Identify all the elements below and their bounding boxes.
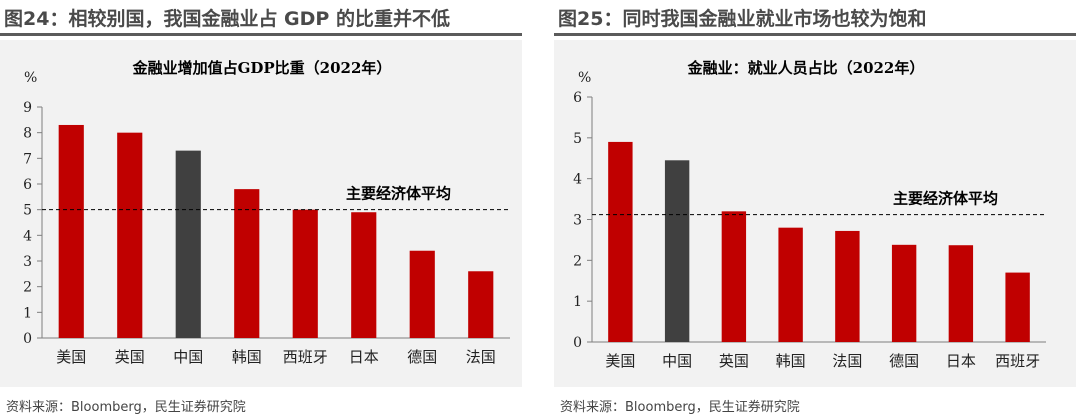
figure-title: 图24：相较别国，我国金融业占 GDP 的比重并不低 (4, 8, 450, 30)
x-category-label: 德国 (407, 348, 437, 366)
y-tick-label: 8 (23, 126, 32, 142)
figure-panel-right: 图25：同时我国金融业就业市场也较为饱和 金融业：就业人员占比（2022年）% 0… (554, 0, 1080, 419)
bar-4 (292, 209, 318, 338)
y-tick-label: 1 (573, 294, 582, 310)
x-category-label: 日本 (349, 348, 379, 366)
bar-0 (608, 141, 633, 342)
chart-title: 金融业：就业人员占比（2022年） (687, 59, 925, 77)
title-rule (0, 33, 522, 36)
bar-6 (409, 250, 435, 338)
source-note: 资料来源：Bloomberg，民生证券研究院 (6, 400, 246, 415)
y-tick-label: 5 (23, 203, 32, 219)
y-tick-label: 2 (573, 253, 582, 269)
chart-background (554, 40, 1076, 387)
y-tick-label: 1 (23, 305, 32, 321)
title-rule (554, 33, 1076, 36)
y-tick-label: 6 (23, 177, 32, 193)
x-category-label: 中国 (173, 348, 203, 366)
x-category-label: 法国 (832, 352, 862, 370)
bar-5 (891, 244, 917, 342)
y-tick-label: 3 (573, 213, 582, 229)
x-category-label: 英国 (719, 352, 749, 370)
y-tick-label: 6 (573, 90, 582, 106)
x-category-label: 德国 (889, 352, 919, 370)
figure-title: 图25：同时我国金融业就业市场也较为饱和 (558, 8, 927, 30)
x-category-label: 日本 (946, 352, 976, 370)
bar-1 (117, 132, 143, 338)
average-reference-label: 主要经济体平均 (893, 190, 998, 208)
bar-6 (948, 245, 974, 342)
x-category-label: 中国 (662, 352, 692, 370)
y-tick-label: 0 (23, 331, 32, 347)
y-tick-label: 3 (23, 254, 32, 270)
bar-5 (351, 212, 377, 338)
average-reference-label: 主要经济体平均 (346, 185, 451, 203)
x-category-label: 韩国 (232, 348, 262, 366)
bar-3 (234, 189, 260, 338)
x-category-label: 韩国 (776, 352, 806, 370)
y-axis-unit-label: % (578, 70, 591, 86)
bar-2 (721, 211, 747, 342)
x-category-label: 法国 (466, 348, 496, 366)
bar-chart-finance-gdp-share: 金融业增加值占GDP比重（2022年）% 0 1 2 3 4 5 6 7 8 9 美国 英国 中国 韩国 西班… (23, 59, 510, 366)
y-tick-label: 4 (23, 228, 32, 244)
y-tick-label: 0 (573, 335, 582, 351)
bar-1 (664, 160, 690, 342)
y-axis-unit-label: % (24, 70, 37, 86)
x-category-label: 美国 (605, 352, 635, 370)
chart-background (0, 40, 522, 387)
x-category-label: 西班牙 (995, 352, 1040, 370)
x-category-label: 英国 (115, 348, 145, 366)
bar-0 (58, 124, 84, 338)
y-tick-label: 4 (573, 172, 582, 188)
bar-chart-finance-employment-share: 金融业：就业人员占比（2022年）% 0 1 2 3 4 5 6 美国 中国 英国 韩国 法国 德国 日本 西… (573, 59, 1046, 370)
source-note: 资料来源：Bloomberg，民生证券研究院 (560, 400, 800, 415)
bar-2 (175, 150, 201, 338)
figure-panel-left: 图24：相较别国，我国金融业占 GDP 的比重并不低 金融业增加值占GDP比重（… (0, 0, 526, 419)
bar-7 (1005, 272, 1030, 342)
y-tick-label: 9 (23, 100, 32, 116)
bar-7 (468, 271, 494, 338)
y-tick-label: 2 (23, 280, 32, 296)
x-category-label: 美国 (56, 348, 86, 366)
bar-4 (835, 230, 860, 342)
chart-title: 金融业增加值占GDP比重（2022年） (132, 59, 392, 77)
x-category-label: 西班牙 (283, 348, 328, 366)
bar-3 (778, 227, 803, 342)
y-tick-label: 5 (573, 131, 582, 147)
y-tick-label: 7 (23, 151, 32, 167)
